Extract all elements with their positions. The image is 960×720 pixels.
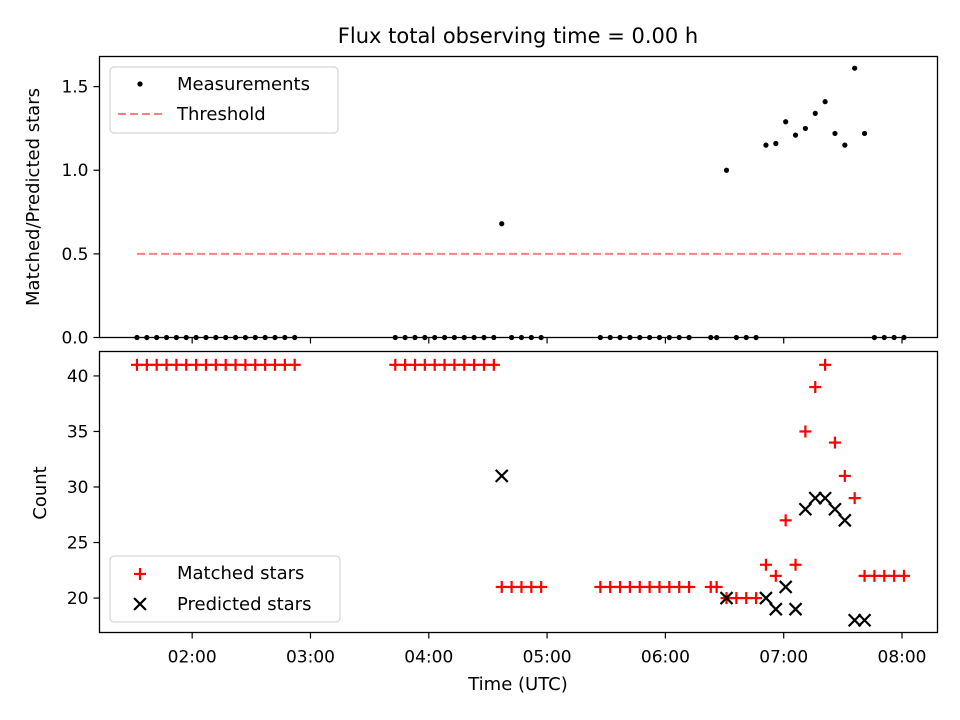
bottom-y-tick-label: 30	[67, 478, 89, 498]
top-x-ticks	[191, 337, 903, 344]
matched-star-point	[535, 580, 548, 593]
bottom-axes-frame	[98, 350, 939, 634]
measurement-point	[802, 125, 808, 132]
top-legend-box	[109, 66, 339, 134]
predicted-star-point	[828, 502, 842, 516]
matched-star-point	[828, 436, 841, 449]
bottom-x-tick-label: 06:00	[641, 648, 690, 668]
measurement-point	[723, 167, 730, 173]
matched-star-point	[779, 514, 792, 527]
legend-measurements-label: Measurements	[177, 74, 310, 95]
predicted-star-point	[838, 513, 852, 528]
bottom-y-tick-label: 40	[67, 367, 89, 387]
predicted-star-point	[719, 591, 734, 605]
top-axes: 0.0 0.5 1.0 1.5 Matched/Predicted stars Mea…	[23, 55, 939, 349]
top-legend: Measurements Threshold	[109, 66, 339, 134]
matched-star-point	[819, 358, 832, 371]
bottom-y-tick-label: 35	[67, 422, 89, 442]
matched-star-point	[683, 580, 696, 593]
top-axes-frame	[98, 55, 939, 339]
bottom-legend: Matched stars Predicted stars	[109, 555, 341, 623]
measurement-point	[852, 65, 858, 71]
matched-star-point	[288, 358, 301, 371]
bottom-x-tick-label: 07:00	[759, 648, 808, 668]
bottom-x-ticks: 02:00 03:00 04:00 05:00 06:00 07:00 08:00	[168, 632, 927, 668]
top-chart-title: Flux total observing time = 0.00 h	[338, 24, 698, 48]
matched-star-point	[838, 469, 851, 482]
top-y-ticks: 0.0 0.5 1.0 1.5	[61, 78, 100, 349]
legend-measurements-marker	[137, 81, 143, 87]
matched-star-point	[897, 569, 910, 582]
measurement-point	[792, 132, 799, 138]
bottom-legend-box	[109, 555, 341, 623]
top-y-tick-label: 1.0	[61, 161, 88, 181]
top-y-tick-label: 1.5	[61, 78, 88, 98]
measurement-point	[763, 142, 769, 148]
legend-matched-marker	[134, 568, 146, 580]
bottom-axes: 20 25 30 35 40 02:00 03:00 04:00 05:00 06:00 07:0…	[30, 350, 939, 695]
measurement-point	[822, 99, 828, 105]
matched-star-point	[759, 558, 772, 571]
measurement-point	[773, 140, 779, 147]
bottom-y-axis-label: Count	[30, 466, 51, 519]
measurement-point	[783, 119, 789, 125]
legend-threshold-label: Threshold	[176, 104, 266, 125]
bottom-x-tick-label: 04:00	[404, 648, 453, 668]
matched-star-point	[487, 358, 500, 371]
legend-matched-label: Matched stars	[177, 563, 304, 584]
bottom-y-ticks: 20 25 30 35 40	[67, 367, 100, 609]
matched-star-point	[710, 580, 723, 593]
predicted-star-point	[788, 602, 803, 616]
measurement-point	[499, 221, 505, 227]
top-y-axis-label: Matched/Predicted stars	[23, 88, 44, 306]
bottom-plot-area	[130, 358, 910, 628]
predicted-star-point	[857, 613, 872, 628]
predicted-star-point	[769, 602, 783, 616]
top-y-tick-label: 0.0	[61, 329, 88, 349]
predicted-star-point	[847, 613, 862, 628]
bottom-y-tick-label: 25	[67, 534, 89, 554]
predicted-star-point	[494, 469, 509, 483]
matched-star-point	[809, 381, 822, 394]
predicted-star-point	[818, 491, 832, 505]
legend-predicted-marker	[133, 597, 147, 611]
measurement-point	[812, 110, 818, 116]
top-y-tick-label: 0.5	[61, 245, 88, 265]
matched-star-point	[769, 569, 782, 582]
legend-predicted-label: Predicted stars	[177, 594, 311, 615]
predicted-star-point	[778, 580, 793, 594]
bottom-y-tick-label: 20	[67, 589, 89, 609]
matched-star-point	[789, 558, 802, 571]
bottom-x-tick-label: 03:00	[286, 648, 335, 668]
predicted-star-point	[759, 591, 773, 605]
measurement-point	[861, 130, 868, 137]
predicted-star-point	[798, 502, 813, 516]
measurement-point	[842, 142, 848, 148]
bottom-x-tick-label: 05:00	[523, 648, 572, 668]
matched-star-point	[848, 492, 861, 505]
bottom-x-tick-label: 02:00	[168, 648, 217, 668]
matched-star-point	[799, 425, 812, 438]
measurement-point	[832, 130, 838, 137]
predicted-star-point	[808, 491, 823, 505]
matched-star-point	[750, 592, 763, 605]
bottom-x-axis-label: Time (UTC)	[467, 674, 568, 695]
bottom-x-tick-label: 08:00	[878, 648, 927, 668]
